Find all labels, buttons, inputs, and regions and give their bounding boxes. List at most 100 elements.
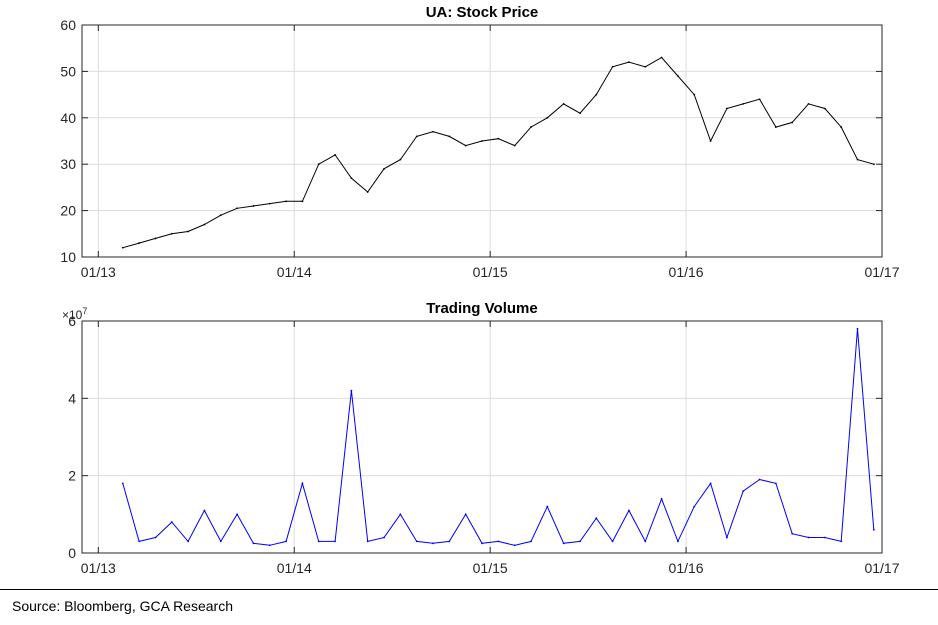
data-point bbox=[154, 536, 157, 539]
data-point bbox=[628, 61, 630, 64]
x-tick-label: 01/13 bbox=[81, 560, 116, 576]
data-point bbox=[481, 542, 483, 545]
data-point bbox=[252, 205, 255, 207]
data-point bbox=[856, 327, 859, 330]
x-tick-label: 01/16 bbox=[669, 560, 704, 576]
data-point bbox=[807, 102, 810, 105]
data-point bbox=[856, 158, 859, 161]
data-point bbox=[791, 532, 794, 535]
data-point bbox=[138, 540, 141, 543]
data-point bbox=[236, 207, 239, 210]
volume-x-ticks: 01/13 01/14 01/15 01/16 01/17 bbox=[81, 321, 900, 576]
y-tick-label: 4 bbox=[68, 390, 76, 406]
data-point bbox=[644, 540, 647, 543]
data-point bbox=[677, 540, 679, 543]
data-point bbox=[383, 167, 385, 170]
price-points bbox=[121, 56, 875, 249]
data-point bbox=[823, 536, 826, 539]
data-point bbox=[415, 135, 418, 138]
x-tick-label: 01/14 bbox=[277, 264, 312, 280]
data-point bbox=[872, 528, 875, 531]
data-point bbox=[595, 93, 598, 96]
data-point bbox=[742, 490, 745, 493]
data-point bbox=[693, 93, 696, 96]
x-tick-label: 01/17 bbox=[864, 264, 899, 280]
data-point bbox=[432, 542, 434, 545]
x-tick-label: 01/13 bbox=[81, 264, 116, 280]
data-point bbox=[660, 56, 663, 59]
data-point bbox=[121, 482, 124, 485]
data-point bbox=[840, 540, 843, 543]
data-point bbox=[742, 102, 745, 105]
source-note: Source: Bloomberg, GCA Research bbox=[12, 598, 233, 614]
data-point bbox=[219, 540, 222, 543]
data-point bbox=[334, 540, 336, 543]
data-point bbox=[415, 540, 418, 543]
volume-gridlines bbox=[82, 320, 883, 554]
data-point bbox=[774, 482, 777, 485]
data-point bbox=[203, 509, 206, 512]
data-point bbox=[219, 214, 222, 217]
data-point bbox=[546, 116, 549, 119]
data-point bbox=[497, 540, 500, 543]
y-tick-label: 60 bbox=[60, 17, 76, 33]
y-tick-label: 2 bbox=[68, 468, 76, 484]
data-point bbox=[513, 544, 516, 547]
data-point bbox=[399, 158, 402, 161]
data-point bbox=[170, 521, 173, 523]
data-point bbox=[546, 505, 549, 508]
data-point bbox=[268, 544, 271, 547]
data-point bbox=[513, 144, 516, 147]
data-point bbox=[268, 202, 271, 205]
data-point bbox=[187, 540, 190, 543]
data-point bbox=[709, 140, 712, 142]
data-point bbox=[530, 126, 532, 128]
data-point bbox=[823, 107, 826, 110]
data-point bbox=[774, 126, 777, 128]
data-point bbox=[579, 540, 581, 543]
x-tick-label: 01/15 bbox=[473, 560, 508, 576]
data-point bbox=[644, 65, 647, 68]
price-chart-panel: 10 20 30 40 50 60 01/13 01/14 01/15 01/16 01/17 U… bbox=[60, 4, 899, 280]
data-point bbox=[709, 482, 712, 485]
data-point bbox=[725, 536, 728, 539]
data-point bbox=[481, 140, 483, 142]
data-point bbox=[334, 154, 336, 156]
x-tick-label: 01/16 bbox=[669, 264, 704, 280]
data-point bbox=[154, 237, 157, 240]
y-tick-label: 30 bbox=[60, 156, 76, 172]
data-point bbox=[579, 112, 581, 115]
data-point bbox=[464, 513, 467, 516]
data-point bbox=[187, 230, 190, 233]
data-point bbox=[807, 536, 810, 539]
volume-plot-frame bbox=[81, 320, 883, 554]
footer-divider bbox=[0, 589, 938, 590]
x-tick-label: 01/15 bbox=[473, 264, 508, 280]
price-y-ticks: 10 20 30 40 50 60 bbox=[60, 17, 882, 265]
y-tick-label: 0 bbox=[68, 545, 76, 561]
data-point bbox=[725, 107, 728, 110]
data-point bbox=[285, 540, 287, 543]
volume-y-ticks: 0 2 4 6 bbox=[68, 313, 882, 561]
data-point bbox=[301, 482, 304, 485]
data-point bbox=[366, 540, 369, 543]
x-tick-label: 01/14 bbox=[277, 560, 312, 576]
data-point bbox=[448, 135, 451, 138]
data-point bbox=[628, 509, 630, 512]
data-point bbox=[791, 121, 794, 124]
data-point bbox=[350, 177, 353, 180]
price-chart-title: UA: Stock Price bbox=[426, 4, 539, 21]
y-tick-label: 6 bbox=[68, 313, 76, 329]
data-point bbox=[399, 513, 402, 516]
data-point bbox=[366, 191, 369, 193]
data-point bbox=[611, 540, 614, 543]
y-tick-label: 50 bbox=[60, 63, 76, 79]
volume-y-exponent: ×107 bbox=[62, 306, 87, 322]
price-series-line bbox=[122, 56, 874, 249]
data-point bbox=[758, 478, 761, 481]
data-point bbox=[595, 517, 598, 520]
y-tick-label: 10 bbox=[60, 249, 76, 265]
data-point bbox=[170, 232, 173, 235]
volume-chart-panel: 0 2 4 6 01/13 01/14 01/15 01/16 01/17 ×107 Trad… bbox=[62, 300, 900, 576]
